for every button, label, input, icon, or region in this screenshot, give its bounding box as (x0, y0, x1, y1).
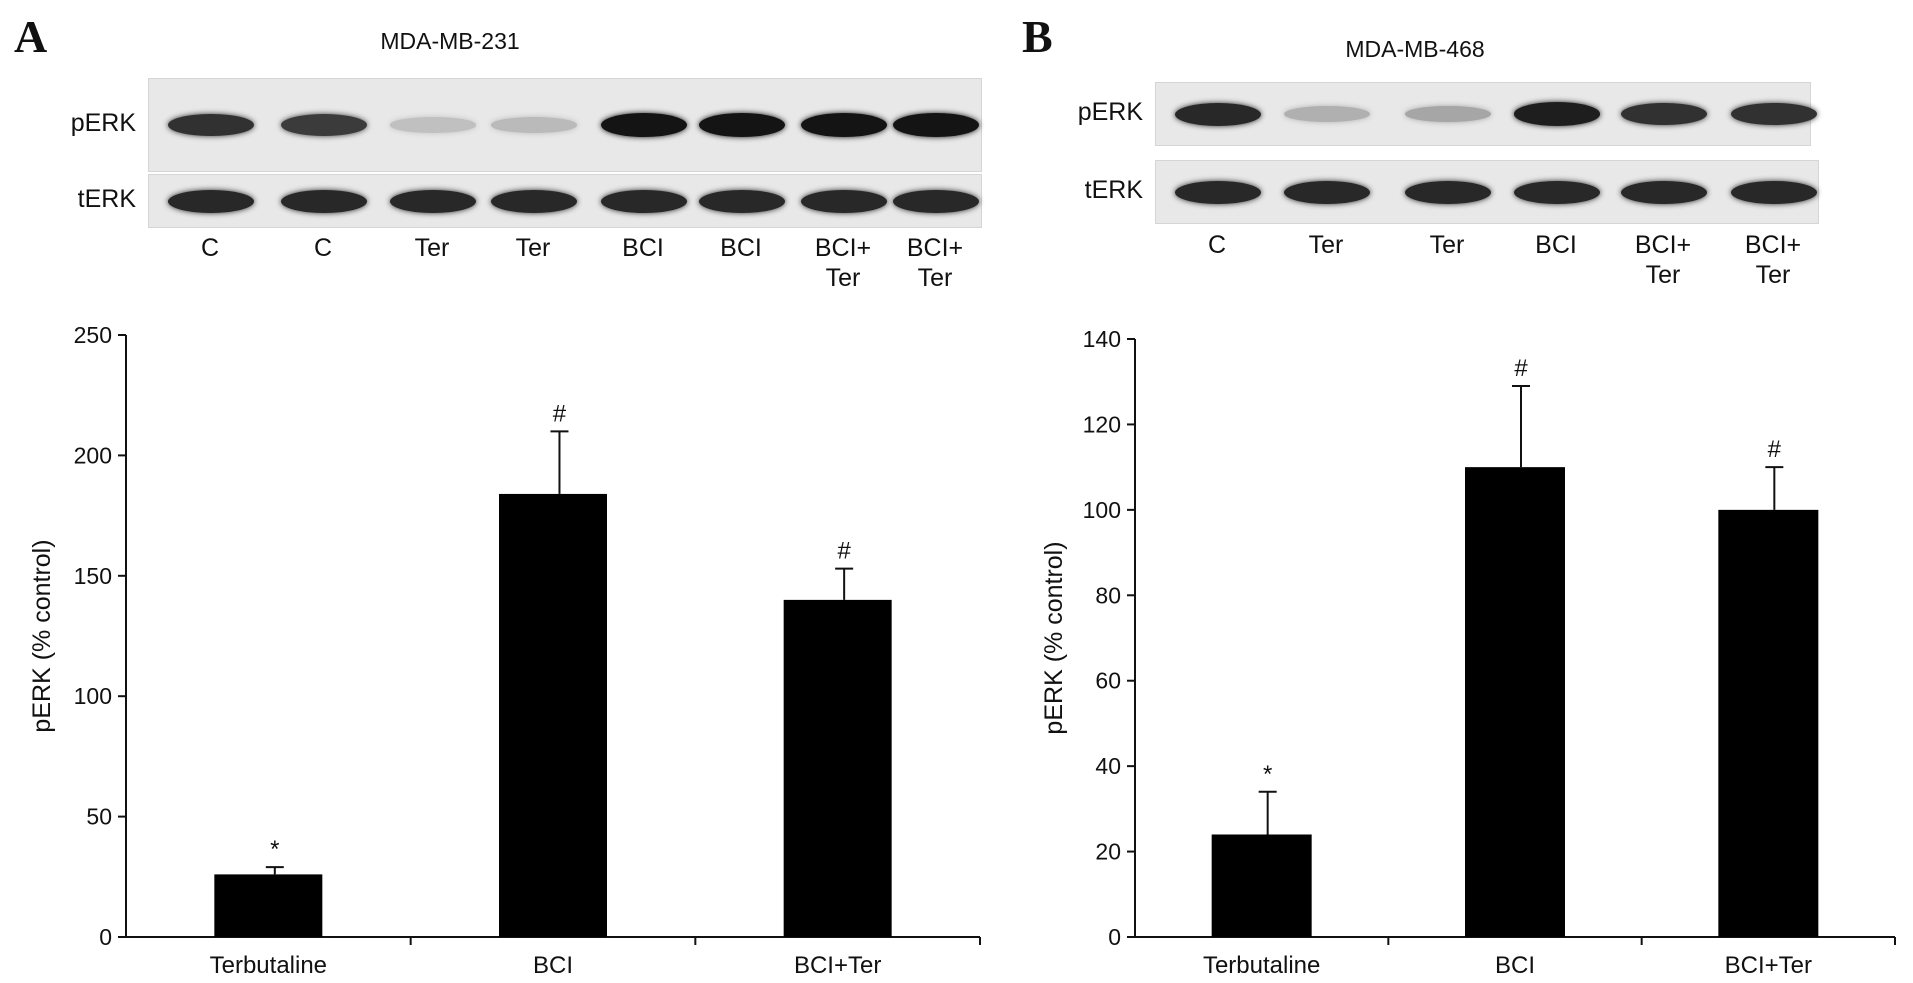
bar (214, 874, 323, 937)
y-tick-label: 100 (1083, 497, 1121, 523)
blot-band (1284, 180, 1370, 204)
blot-band (1284, 106, 1370, 122)
blot-band (1731, 102, 1817, 126)
blot-band (491, 117, 577, 133)
blot-band (168, 113, 254, 137)
blot-band (801, 113, 887, 137)
panel-a: A MDA-MB-231 pERK tERK C C Ter Ter BCI BCI BCI+ T… (14, 11, 982, 979)
bar (1211, 834, 1312, 937)
y-tick-label: 40 (1095, 753, 1121, 779)
blot-row-label: pERK (70, 109, 136, 137)
y-axis-label: pERK (% control) (1040, 541, 1068, 734)
lane-label: BCI+ Ter (814, 234, 872, 292)
blot-band (699, 113, 785, 137)
x-category-label: Terbutaline (1203, 952, 1320, 979)
blot-band (1405, 180, 1491, 204)
panel-letter: A (14, 11, 48, 62)
lane-label: Ter (414, 234, 450, 262)
blot-row-label: tERK (77, 185, 136, 213)
bar (1465, 467, 1565, 937)
y-tick-label: 0 (99, 924, 112, 950)
y-tick-label: 120 (1083, 411, 1121, 437)
bar (783, 599, 892, 937)
blot-band (601, 113, 687, 137)
x-category-label: BCI+Ter (1725, 952, 1812, 979)
lane-label: BCI+ Ter (1744, 231, 1802, 289)
y-tick-label: 140 (1083, 326, 1121, 352)
cell-line-title: MDA-MB-231 (380, 28, 520, 54)
significance-marker: * (270, 836, 279, 863)
y-tick-label: 200 (74, 442, 112, 468)
blot-band (601, 189, 687, 213)
blot-band (893, 113, 979, 137)
bar (499, 493, 607, 937)
lane-label: C (1207, 231, 1227, 259)
blot-band (1405, 105, 1491, 123)
panel-b: B MDA-MB-468 pERK tERK C Ter Ter BCI BCI+ Ter BC… (1000, 0, 1913, 983)
lane-label: Ter (515, 234, 551, 262)
x-category-label: Terbutaline (210, 952, 327, 979)
blot-row-label: tERK (1084, 176, 1143, 204)
y-tick-label: 50 (86, 804, 112, 830)
blot-band (801, 189, 887, 213)
blot-band (390, 189, 476, 213)
significance-marker: # (837, 538, 851, 565)
lane-label: BCI+ Ter (1634, 231, 1692, 289)
blot-band (1514, 102, 1600, 126)
y-tick-label: 0 (1108, 924, 1121, 950)
bar-chart: 0 50 100 150 200 250 pERK (% control) * Terbutal… (28, 322, 981, 979)
blot-strip-terk (148, 174, 982, 228)
y-tick-label: 80 (1095, 582, 1121, 608)
blot-band (1621, 180, 1707, 204)
cell-line-title: MDA-MB-468 (1345, 36, 1485, 62)
blot-band (1731, 180, 1817, 204)
bar (1718, 509, 1819, 937)
y-tick-label: 250 (74, 322, 112, 348)
significance-marker: # (553, 400, 567, 427)
blot-band (1514, 180, 1600, 204)
x-category-label: BCI (533, 952, 573, 979)
lane-label: Ter (1429, 231, 1465, 259)
bar-chart: 0 20 40 60 80 100 120 140 pERK (% control) * Terbu… (1040, 326, 1896, 979)
lane-label: Ter (1308, 231, 1344, 259)
blot-strip-terk (1155, 160, 1819, 224)
lane-label: BCI (622, 234, 664, 262)
blot-band (699, 189, 785, 213)
x-category-label: BCI (1495, 952, 1535, 979)
y-tick-label: 20 (1095, 839, 1121, 865)
blot-band (281, 189, 367, 213)
blot-band (893, 189, 979, 213)
significance-marker: * (1263, 761, 1272, 788)
panel-letter: B (1022, 11, 1053, 62)
y-axis-label: pERK (% control) (28, 539, 56, 732)
blot-band (281, 114, 367, 136)
blot-band (168, 189, 254, 213)
lane-label: C (313, 234, 333, 262)
blot-band (1175, 180, 1261, 204)
y-tick-label: 100 (74, 683, 112, 709)
blot-strip-perk (1155, 82, 1817, 146)
blot-band (1621, 102, 1707, 126)
significance-marker: # (1768, 436, 1782, 463)
y-tick-label: 150 (74, 563, 112, 589)
blot-row-label: pERK (1077, 98, 1143, 126)
lane-label: C (200, 234, 220, 262)
blot-band (390, 117, 476, 133)
x-category-label: BCI+Ter (794, 952, 881, 979)
y-tick-label: 60 (1095, 668, 1121, 694)
significance-marker: # (1514, 355, 1528, 382)
lane-label: BCI+ Ter (906, 234, 964, 292)
lane-label: BCI (720, 234, 762, 262)
blot-band (1175, 102, 1261, 126)
blot-band (491, 189, 577, 213)
lane-label: BCI (1535, 231, 1577, 259)
blot-strip-perk (148, 78, 982, 172)
